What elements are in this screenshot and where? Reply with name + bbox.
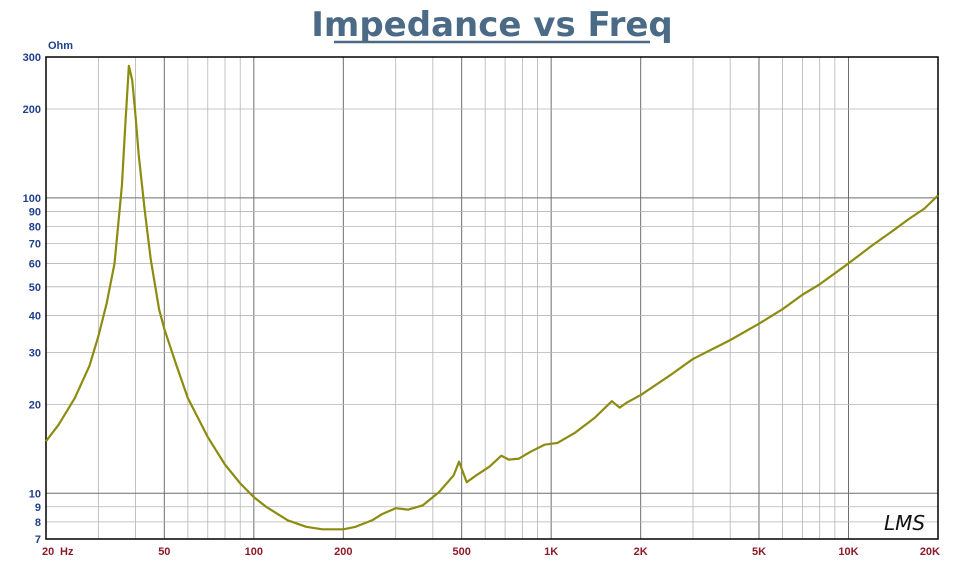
lms-watermark: LMS	[884, 511, 925, 535]
x-tick-label: 20K	[920, 546, 940, 558]
chart-title: Impedance vs Freq	[311, 5, 672, 45]
x-tick-label: 500	[452, 546, 470, 558]
y-tick-label: 70	[29, 239, 41, 251]
grid-lines	[45, 56, 939, 540]
x-tick-label: 5K	[752, 546, 766, 558]
x-tick-label: 10K	[838, 546, 858, 558]
y-tick-label: 90	[29, 206, 41, 218]
impedance-series	[45, 64, 939, 531]
y-tick-label: 10	[29, 488, 41, 500]
x-tick-label: 100	[245, 546, 263, 558]
y-tick-label: 50	[29, 282, 41, 294]
y-tick-label: 200	[23, 104, 41, 116]
y-tick-label: 30	[29, 347, 41, 359]
plot-frame	[45, 56, 939, 540]
x-tick-label: 50	[158, 546, 170, 558]
x-axis-ticks: 20 50 100 200 500 1K 2K 5K 10K 20K	[42, 546, 940, 558]
impedance-curve	[45, 64, 939, 531]
x-tick-label: 2K	[634, 546, 648, 558]
y-tick-label: 40	[29, 310, 41, 322]
x-tick-label: 1K	[544, 546, 558, 558]
y-tick-label: 7	[35, 534, 41, 546]
y-tick-label: 60	[29, 258, 41, 270]
y-tick-label: 100	[23, 193, 41, 205]
y-tick-label: 8	[35, 517, 41, 529]
y-axis-unit-label: Ohm	[48, 40, 73, 52]
y-tick-label: 20	[29, 399, 41, 411]
y-tick-label: 300	[23, 52, 41, 64]
x-tick-label: 20	[42, 546, 54, 558]
y-tick-label: 80	[29, 222, 41, 234]
x-axis-unit-label: Hz	[60, 546, 74, 558]
y-tick-label: 9	[35, 502, 41, 514]
x-tick-label: 200	[334, 546, 352, 558]
